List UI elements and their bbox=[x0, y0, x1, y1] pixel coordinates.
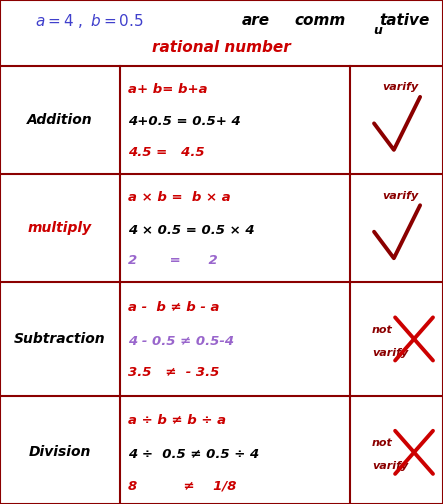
Text: 4 × 0.5 = 0.5 × 4: 4 × 0.5 = 0.5 × 4 bbox=[128, 224, 255, 237]
Text: 4.5 =   4.5: 4.5 = 4.5 bbox=[128, 146, 205, 159]
Text: varify: varify bbox=[372, 461, 408, 471]
Text: a -  b ≠ b - a: a - b ≠ b - a bbox=[128, 301, 220, 313]
Text: a ÷ b ≠ b ÷ a: a ÷ b ≠ b ÷ a bbox=[128, 414, 226, 427]
Text: rational number: rational number bbox=[152, 40, 291, 54]
Text: a+ b= b+a: a+ b= b+a bbox=[128, 83, 208, 96]
Text: varify: varify bbox=[383, 82, 419, 92]
Text: varify: varify bbox=[372, 348, 408, 357]
Text: tative: tative bbox=[380, 14, 430, 28]
Text: are: are bbox=[242, 14, 270, 28]
Text: u: u bbox=[373, 24, 382, 37]
Text: 4 ÷  0.5 ≠ 0.5 ÷ 4: 4 ÷ 0.5 ≠ 0.5 ÷ 4 bbox=[128, 448, 260, 461]
Text: comm: comm bbox=[294, 14, 346, 28]
Text: a × b =  b × a: a × b = b × a bbox=[128, 191, 231, 204]
Text: Addition: Addition bbox=[27, 113, 93, 127]
Text: 4+0.5 = 0.5+ 4: 4+0.5 = 0.5+ 4 bbox=[128, 115, 241, 129]
Text: Subtraction: Subtraction bbox=[14, 332, 106, 346]
Text: 8          ≠    1/8: 8 ≠ 1/8 bbox=[128, 480, 237, 493]
Text: Division: Division bbox=[28, 446, 91, 459]
Text: $a = 4\ ,\ b = 0.5$: $a = 4\ ,\ b = 0.5$ bbox=[36, 12, 144, 30]
Text: not: not bbox=[372, 438, 393, 448]
Text: multiply: multiply bbox=[28, 221, 92, 235]
Text: 4 - 0.5 ≠ 0.5-4: 4 - 0.5 ≠ 0.5-4 bbox=[128, 335, 234, 348]
Text: not: not bbox=[372, 325, 393, 335]
Text: 2       =      2: 2 = 2 bbox=[128, 254, 218, 267]
Text: varify: varify bbox=[383, 191, 419, 201]
Text: 3.5   ≠  - 3.5: 3.5 ≠ - 3.5 bbox=[128, 366, 220, 380]
